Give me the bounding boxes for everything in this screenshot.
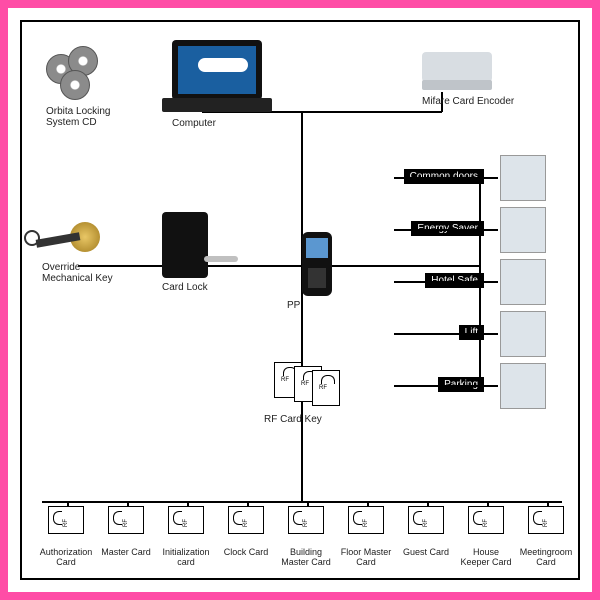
card-lock-icon — [162, 212, 208, 278]
card-row-label: Meetingroom Card — [518, 547, 574, 567]
card-row-label: House Keeper Card — [458, 547, 514, 567]
card-row-item: Clock Card — [218, 502, 274, 557]
cd-node: Orbita Locking System CD — [46, 46, 146, 128]
pp-node: PP — [287, 232, 347, 311]
computer-node: Computer — [172, 40, 292, 129]
rf-card-icon — [468, 506, 504, 534]
rf-card-icon — [528, 506, 564, 534]
handheld-icon — [302, 232, 332, 296]
card-row-item: Authorization Card — [38, 502, 94, 567]
card-row-label: Authorization Card — [38, 547, 94, 567]
override-key-label: Override Mechanical Key — [42, 262, 152, 284]
rf-card-key-label: RF Card Key — [264, 414, 374, 425]
card-row-label: Initialization card — [158, 547, 214, 567]
card-row-item: Initialization card — [158, 502, 214, 567]
card-row-label: Guest Card — [398, 547, 454, 557]
rf-card-icon — [48, 506, 84, 534]
card-row-item: House Keeper Card — [458, 502, 514, 567]
rf-card-icon — [108, 506, 144, 534]
rf-card-icon — [348, 506, 384, 534]
right-item-thumb — [500, 207, 546, 253]
card-row-item: Guest Card — [398, 502, 454, 557]
pp-label: PP — [287, 300, 347, 311]
rf-card-key-node: RF Card Key — [264, 362, 374, 425]
card-row-item: Floor Master Card — [338, 502, 394, 567]
rf-card-icon — [288, 506, 324, 534]
laptop-icon — [172, 40, 262, 100]
encoder-node: Mifare Card Encoder — [422, 52, 552, 107]
card-row-item: Master Card — [98, 502, 154, 557]
card-row-label: Building Master Card — [278, 547, 334, 567]
right-item-thumb — [500, 311, 546, 357]
rf-card-icon — [168, 506, 204, 534]
card-row-item: Meetingroom Card — [518, 502, 574, 567]
rf-card-icon — [408, 506, 444, 534]
card-lock-label: Card Lock — [162, 282, 242, 293]
card-row-label: Floor Master Card — [338, 547, 394, 567]
encoder-label: Mifare Card Encoder — [422, 96, 552, 107]
right-item-thumb — [500, 363, 546, 409]
card-row-item: Building Master Card — [278, 502, 334, 567]
card-row-label: Clock Card — [218, 547, 274, 557]
right-item-thumb — [500, 155, 546, 201]
override-key-node: Override Mechanical Key — [42, 222, 152, 284]
key-icon — [42, 222, 100, 258]
computer-label: Computer — [172, 118, 292, 129]
card-row-label: Master Card — [98, 547, 154, 557]
rf-card-icon — [228, 506, 264, 534]
right-item-thumb — [500, 259, 546, 305]
cd-label: Orbita Locking System CD — [46, 106, 146, 128]
card-lock-node: Card Lock — [162, 212, 242, 293]
encoder-icon — [422, 52, 492, 82]
